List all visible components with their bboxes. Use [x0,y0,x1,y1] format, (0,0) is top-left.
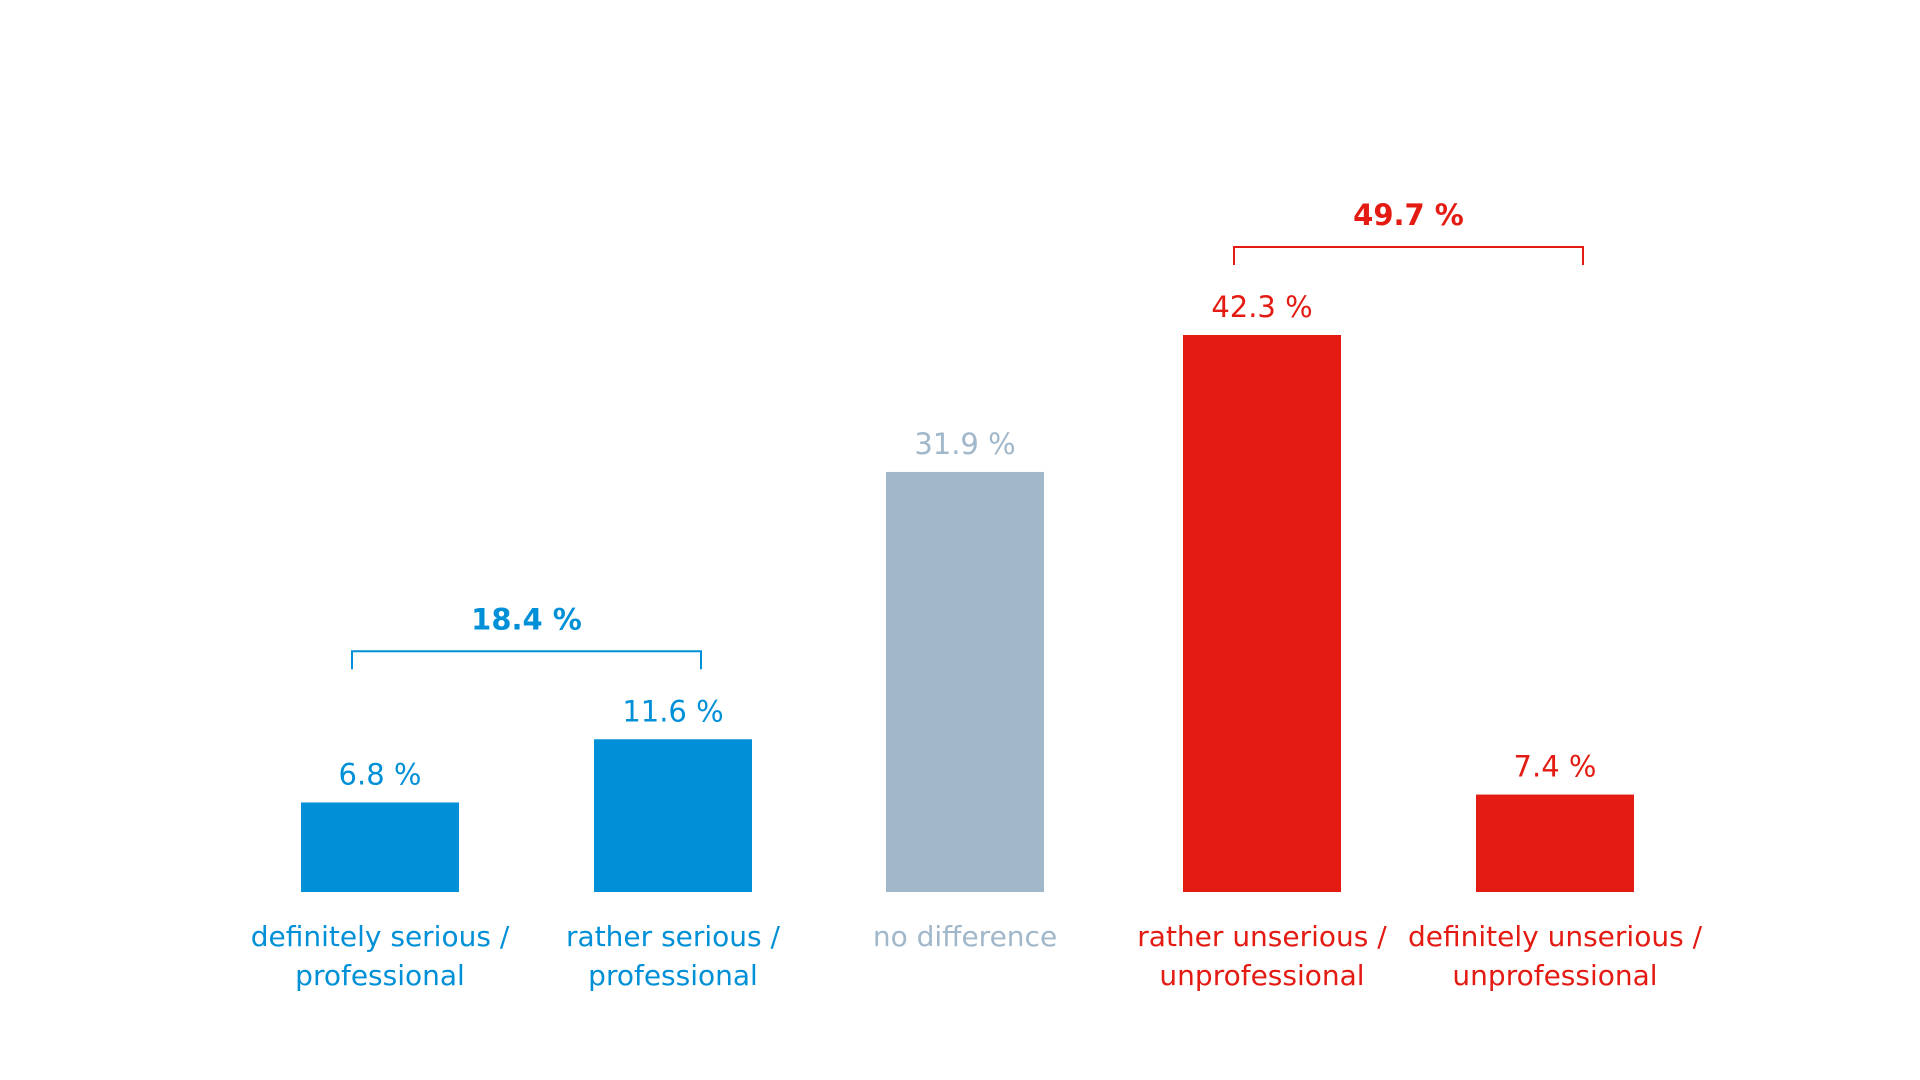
bar-2 [886,471,1044,892]
bar-value-label-0: 6.8 % [339,757,422,791]
bar-4 [1476,794,1634,892]
bar-value-label-4: 7.4 % [1514,750,1597,784]
bar-value-label-2: 31.9 % [914,427,1015,461]
bar-0 [301,802,459,892]
group-total-label-0: 18.4 % [471,602,582,636]
category-label-0-line-0: definitely serious / [251,920,510,953]
category-label-4-line-1: unprofessional [1452,959,1657,992]
bar-value-label-1: 11.6 % [622,694,723,728]
bar-1 [594,739,752,892]
group-total-label-1: 49.7 % [1353,198,1464,232]
group-bracket-0 [351,650,702,670]
category-label-2-line-0: no difference [873,920,1057,953]
category-label-4-line-0: definitely unserious / [1408,920,1703,953]
category-label-3-line-1: unprofessional [1159,959,1364,992]
bar-3 [1183,335,1341,892]
category-label-1-line-0: rather serious / [566,920,781,953]
bar-value-label-3: 42.3 % [1211,290,1312,324]
category-label-0-line-1: professional [295,959,465,992]
group-bracket-1 [1233,246,1584,265]
category-label-3-line-0: rather unserious / [1137,920,1387,953]
category-label-1-line-1: professional [588,959,758,992]
